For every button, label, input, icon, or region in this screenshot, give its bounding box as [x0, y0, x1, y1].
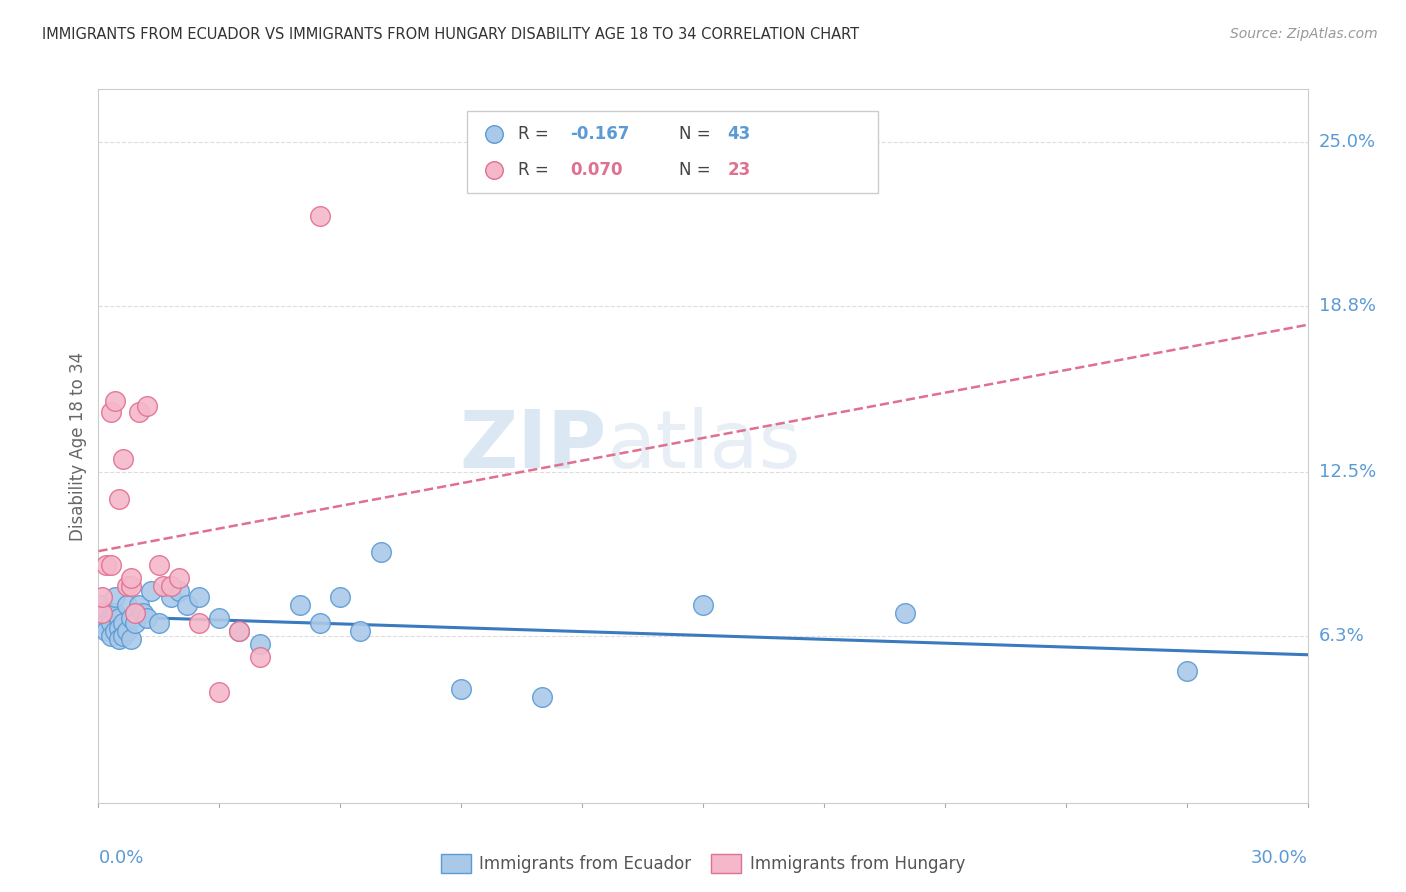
Text: R =: R =: [517, 161, 554, 178]
Text: N =: N =: [679, 125, 716, 143]
Point: [288, 598, 311, 612]
Text: 0.0%: 0.0%: [98, 849, 143, 867]
Point: [120, 632, 142, 646]
Text: 23: 23: [727, 161, 751, 178]
Text: 25.0%: 25.0%: [1319, 133, 1376, 151]
Point: [309, 209, 332, 223]
Point: [91, 606, 114, 620]
Point: [893, 606, 915, 620]
Point: [1175, 664, 1198, 678]
Text: 0.070: 0.070: [569, 161, 623, 178]
Point: [115, 624, 138, 638]
Point: [103, 590, 125, 604]
Point: [249, 637, 271, 651]
Point: [128, 598, 150, 612]
Point: [329, 590, 352, 604]
Point: [96, 616, 118, 631]
Point: [208, 611, 231, 625]
Point: [135, 611, 157, 625]
Text: 43: 43: [727, 125, 751, 143]
Point: [111, 616, 134, 631]
Point: [91, 616, 114, 631]
Point: [692, 598, 714, 612]
Point: [100, 404, 122, 418]
Y-axis label: Disability Age 18 to 34: Disability Age 18 to 34: [69, 351, 87, 541]
Point: [107, 621, 129, 635]
Text: IMMIGRANTS FROM ECUADOR VS IMMIGRANTS FROM HUNGARY DISABILITY AGE 18 TO 34 CORRE: IMMIGRANTS FROM ECUADOR VS IMMIGRANTS FR…: [42, 27, 859, 42]
Text: R =: R =: [517, 125, 554, 143]
Point: [176, 598, 198, 612]
Point: [132, 606, 155, 620]
Point: [107, 491, 129, 506]
Point: [124, 616, 146, 631]
Point: [96, 606, 118, 620]
Point: [103, 606, 125, 620]
Point: [160, 590, 183, 604]
Point: [100, 616, 122, 631]
Text: 18.8%: 18.8%: [1319, 297, 1375, 315]
Point: [111, 452, 134, 467]
Point: [103, 394, 125, 409]
Point: [148, 558, 170, 572]
Point: [135, 400, 157, 414]
Point: [107, 632, 129, 646]
Point: [103, 624, 125, 638]
Point: [120, 571, 142, 585]
Point: [107, 611, 129, 625]
Text: ZIP: ZIP: [458, 407, 606, 485]
Point: [115, 579, 138, 593]
Point: [249, 650, 271, 665]
Point: [370, 545, 392, 559]
Point: [167, 571, 190, 585]
Point: [91, 598, 114, 612]
Point: [91, 590, 114, 604]
Point: [100, 611, 122, 625]
Point: [148, 616, 170, 631]
Text: atlas: atlas: [606, 407, 800, 485]
Point: [228, 624, 250, 638]
Text: -0.167: -0.167: [569, 125, 630, 143]
Point: [349, 624, 371, 638]
Text: Source: ZipAtlas.com: Source: ZipAtlas.com: [1230, 27, 1378, 41]
Point: [120, 579, 142, 593]
Point: [111, 629, 134, 643]
Point: [450, 682, 472, 697]
Point: [139, 584, 162, 599]
Legend: Immigrants from Ecuador, Immigrants from Hungary: Immigrants from Ecuador, Immigrants from…: [434, 847, 972, 880]
FancyBboxPatch shape: [467, 111, 879, 193]
Point: [309, 616, 332, 631]
Point: [115, 598, 138, 612]
Point: [96, 624, 118, 638]
Point: [96, 558, 118, 572]
Point: [100, 629, 122, 643]
Point: [530, 690, 553, 704]
Text: 6.3%: 6.3%: [1319, 627, 1364, 645]
Point: [160, 579, 183, 593]
Point: [128, 404, 150, 418]
Point: [208, 685, 231, 699]
Point: [188, 590, 211, 604]
Text: N =: N =: [679, 161, 716, 178]
Point: [100, 558, 122, 572]
Point: [167, 584, 190, 599]
Point: [120, 611, 142, 625]
Point: [188, 616, 211, 631]
Point: [152, 579, 174, 593]
Text: 30.0%: 30.0%: [1251, 849, 1308, 867]
Text: 12.5%: 12.5%: [1319, 464, 1376, 482]
Point: [124, 606, 146, 620]
Point: [228, 624, 250, 638]
